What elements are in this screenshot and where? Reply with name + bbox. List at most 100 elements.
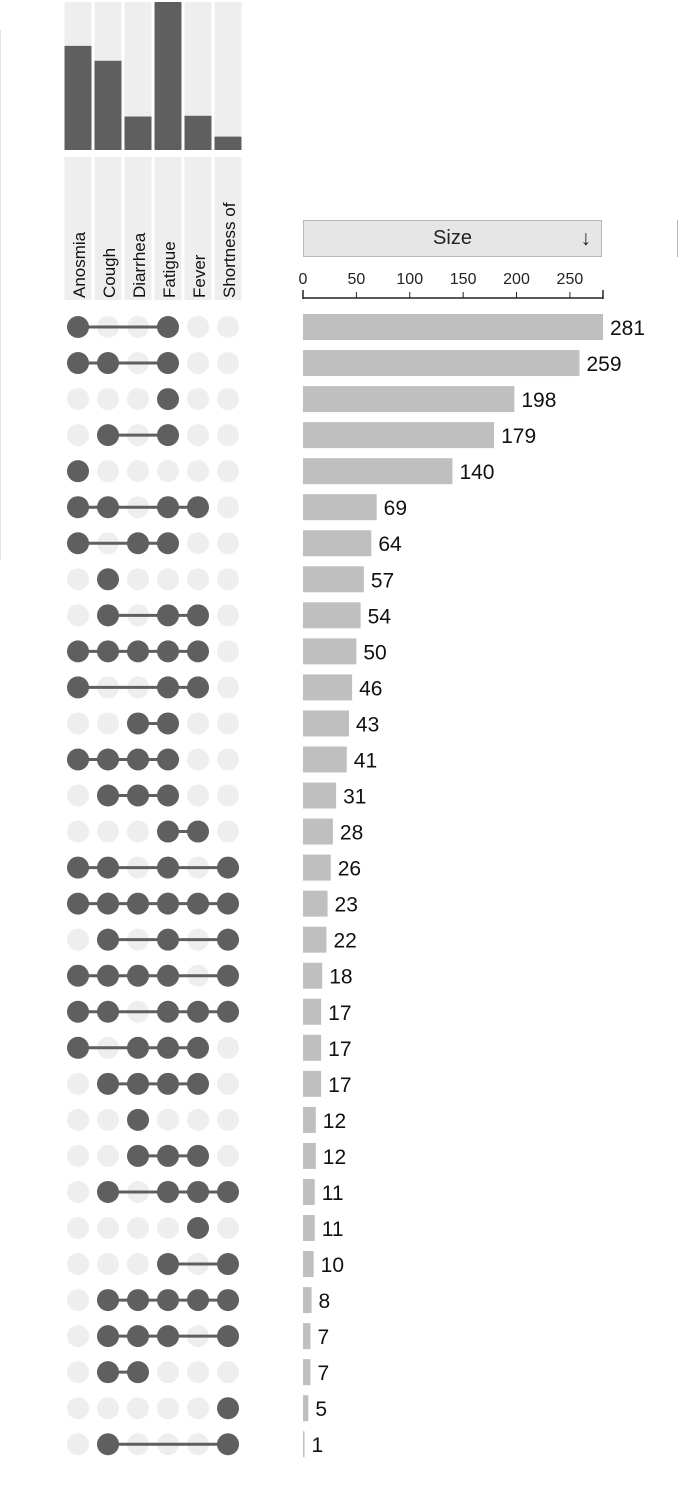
set-dot-filled [217,1289,239,1312]
next-column-header[interactable] [677,220,680,257]
set-dot-empty [217,1144,239,1167]
set-dot-filled [127,1108,149,1131]
set-dot-filled [97,1433,119,1456]
set-dot-filled [97,1361,119,1384]
set-dot-filled [217,892,239,915]
set-dot-empty [217,1108,239,1131]
set-dot-empty [187,1361,209,1384]
set-dot-filled [97,892,119,915]
combination-size-bar [303,1323,311,1350]
combination-size-bar [303,1359,311,1386]
set-dot-filled [217,1397,239,1420]
set-dot-empty [217,1361,239,1384]
set-dot-empty [127,1217,149,1239]
set-dot-empty [67,1397,89,1420]
set-dot-empty [67,604,89,627]
set-dot-filled [217,964,239,987]
size-axis-tick-label: 200 [503,271,530,288]
set-size-bar [214,136,242,150]
set-dot-filled [157,388,179,411]
set-dot-empty [217,748,239,771]
combination-size-bar [303,566,364,593]
set-size-column [214,2,242,150]
set-dot-empty [187,532,209,555]
set-dot-filled [67,856,89,879]
combination-size-bar [303,1142,316,1169]
set-dot-filled [97,856,119,879]
combination-size-bar [303,818,333,845]
set-dot-empty [97,388,119,411]
arrow-down-icon[interactable]: ↓ [580,227,592,250]
set-dot-empty [67,424,89,447]
set-dot-filled [157,748,179,771]
combination-size-bar [303,710,349,737]
set-size-bar [94,60,122,150]
set-dot-filled [187,640,209,663]
set-dot-empty [127,1397,149,1420]
combination-size-label: 46 [359,677,382,700]
set-dot-filled [187,820,209,843]
combination-size-label: 5 [315,1398,327,1421]
set-dot-empty [67,1180,89,1203]
set-dot-filled [157,532,179,555]
combination-size-bar [303,890,328,917]
combination-size-label: 12 [323,1110,346,1133]
set-dot-empty [217,1072,239,1095]
set-dot-filled [97,496,119,519]
set-dot-filled [187,1000,209,1023]
set-dot-filled [97,1072,119,1095]
set-label: Diarrhea [130,232,149,298]
set-dot-filled [127,1072,149,1095]
set-dot-filled [67,640,89,663]
combination-size-bar [303,1251,314,1278]
combination-size-label: 198 [521,389,556,412]
size-axis-tick-label: 100 [396,271,423,288]
set-dot-filled [67,352,89,375]
set-label: Cough [100,248,119,298]
set-dot-filled [97,1289,119,1312]
set-dot-empty [187,388,209,411]
size-column-header[interactable]: Size ↓ [303,220,602,257]
set-dot-filled [127,1144,149,1167]
combination-size-bar [303,962,323,989]
set-dot-filled [127,532,149,555]
set-dot-filled [97,604,119,627]
set-dot-filled [157,424,179,447]
set-dot-empty [217,1036,239,1059]
set-dot-empty [217,316,239,338]
set-dot-empty [97,1397,119,1420]
set-dot-empty [217,712,239,735]
set-dot-filled [187,1217,209,1239]
set-dot-filled [67,532,89,555]
set-dot-empty [97,1253,119,1276]
set-label-column [214,157,242,300]
set-dot-filled [157,316,179,338]
set-dot-filled [157,928,179,951]
set-dot-filled [97,640,119,663]
set-dot-filled [67,496,89,519]
combination-size-bar [303,1106,316,1133]
set-dot-filled [217,928,239,951]
set-dot-filled [217,1253,239,1276]
set-dot-filled [187,496,209,519]
set-dot-filled [157,1000,179,1023]
set-dot-empty [67,1072,89,1095]
set-dot-filled [217,856,239,879]
set-dot-empty [217,784,239,807]
combination-size-label: 1 [312,1434,324,1457]
combination-size-label: 7 [317,1326,329,1349]
set-dot-empty [67,1325,89,1348]
set-dot-filled [97,748,119,771]
set-dot-empty [187,784,209,807]
size-axis-tick-label: 50 [347,271,365,288]
set-dot-filled [157,1036,179,1059]
set-dot-empty [67,1144,89,1167]
set-dot-filled [157,964,179,987]
set-dot-filled [157,1180,179,1203]
combination-size-bar [303,494,377,521]
set-dot-filled [97,352,119,375]
set-label: Anosmia [70,231,89,298]
set-dot-empty [67,784,89,807]
set-label: Shortness of [220,202,239,298]
set-dot-empty [187,712,209,735]
